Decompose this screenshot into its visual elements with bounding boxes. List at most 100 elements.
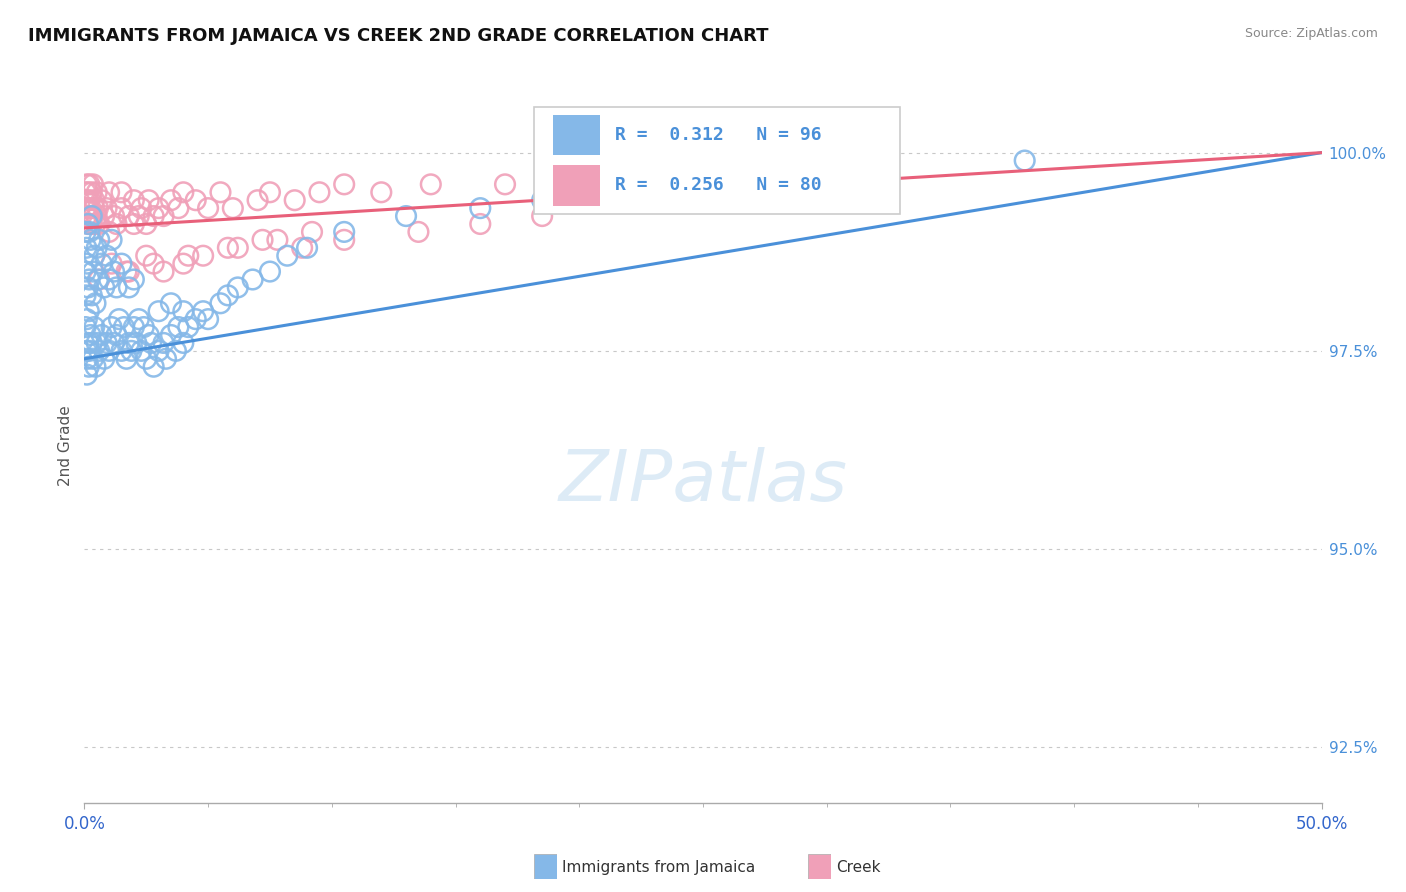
Point bbox=[80, 209, 103, 223]
Point bbox=[470, 217, 492, 231]
Point bbox=[160, 193, 183, 207]
Point bbox=[75, 320, 97, 334]
Point bbox=[152, 335, 174, 350]
Point bbox=[79, 343, 101, 358]
Point bbox=[148, 343, 170, 358]
Text: Source: ZipAtlas.com: Source: ZipAtlas.com bbox=[1244, 27, 1378, 40]
Point bbox=[152, 209, 174, 223]
Point bbox=[83, 193, 105, 207]
Point bbox=[177, 320, 200, 334]
Point bbox=[110, 201, 132, 215]
Text: ZIPatlas: ZIPatlas bbox=[558, 447, 848, 516]
Point bbox=[79, 233, 101, 247]
Point bbox=[531, 209, 554, 223]
Point bbox=[129, 201, 152, 215]
Point bbox=[89, 343, 111, 358]
Point bbox=[259, 264, 281, 278]
Point bbox=[291, 241, 314, 255]
Point bbox=[83, 249, 105, 263]
Point bbox=[135, 217, 157, 231]
Point bbox=[165, 343, 187, 358]
Point bbox=[75, 225, 97, 239]
Point bbox=[76, 368, 98, 382]
Point bbox=[617, 169, 640, 184]
Point bbox=[90, 328, 112, 343]
Point bbox=[96, 201, 118, 215]
Point bbox=[83, 320, 105, 334]
Point bbox=[226, 280, 249, 294]
Text: Immigrants from Jamaica: Immigrants from Jamaica bbox=[562, 860, 755, 874]
Point bbox=[100, 320, 122, 334]
Point bbox=[75, 288, 97, 302]
Point bbox=[80, 217, 103, 231]
Point bbox=[103, 335, 125, 350]
Point bbox=[122, 217, 145, 231]
Point bbox=[284, 193, 307, 207]
Point bbox=[110, 186, 132, 200]
Point bbox=[191, 304, 214, 318]
Point bbox=[77, 186, 100, 200]
Point bbox=[295, 241, 318, 255]
Point bbox=[77, 359, 100, 374]
Point bbox=[76, 351, 98, 366]
Point bbox=[138, 328, 160, 343]
Point bbox=[246, 193, 269, 207]
Point bbox=[79, 272, 101, 286]
Point bbox=[75, 209, 97, 223]
Point bbox=[779, 169, 801, 184]
Point bbox=[222, 201, 245, 215]
Point bbox=[93, 351, 115, 366]
Point bbox=[177, 249, 200, 263]
Point bbox=[148, 304, 170, 318]
Point bbox=[531, 193, 554, 207]
Point bbox=[80, 186, 103, 200]
Point bbox=[692, 178, 714, 192]
Point bbox=[118, 264, 141, 278]
Point bbox=[76, 312, 98, 326]
Point bbox=[77, 217, 100, 231]
Point bbox=[259, 186, 281, 200]
Point bbox=[87, 201, 110, 215]
Text: R =  0.256   N = 80: R = 0.256 N = 80 bbox=[614, 177, 821, 194]
Point bbox=[172, 257, 194, 271]
Point bbox=[125, 335, 148, 350]
Point bbox=[128, 312, 150, 326]
FancyBboxPatch shape bbox=[534, 854, 557, 879]
Point bbox=[75, 264, 97, 278]
Point bbox=[160, 328, 183, 343]
Point bbox=[172, 186, 194, 200]
Point bbox=[184, 193, 207, 207]
Point bbox=[100, 233, 122, 247]
Point bbox=[308, 186, 330, 200]
Point bbox=[209, 186, 232, 200]
Point bbox=[75, 343, 97, 358]
FancyBboxPatch shape bbox=[808, 854, 831, 879]
Point bbox=[122, 272, 145, 286]
Point bbox=[135, 351, 157, 366]
Point bbox=[90, 193, 112, 207]
Point bbox=[75, 201, 97, 215]
Point bbox=[86, 335, 108, 350]
Point bbox=[82, 264, 104, 278]
Point bbox=[395, 209, 418, 223]
Point bbox=[86, 241, 108, 255]
Point bbox=[79, 178, 101, 192]
Point bbox=[90, 257, 112, 271]
Point bbox=[80, 288, 103, 302]
Point bbox=[89, 217, 111, 231]
Point bbox=[1014, 153, 1036, 168]
Point bbox=[115, 351, 138, 366]
Point bbox=[118, 280, 141, 294]
Point bbox=[112, 320, 135, 334]
Point bbox=[120, 343, 142, 358]
Point bbox=[89, 233, 111, 247]
Point bbox=[75, 186, 97, 200]
Point bbox=[100, 257, 122, 271]
Point bbox=[105, 328, 128, 343]
Point bbox=[142, 209, 165, 223]
Point bbox=[666, 161, 689, 176]
Point bbox=[87, 272, 110, 286]
Point bbox=[118, 335, 141, 350]
Point bbox=[80, 335, 103, 350]
Point bbox=[370, 186, 392, 200]
